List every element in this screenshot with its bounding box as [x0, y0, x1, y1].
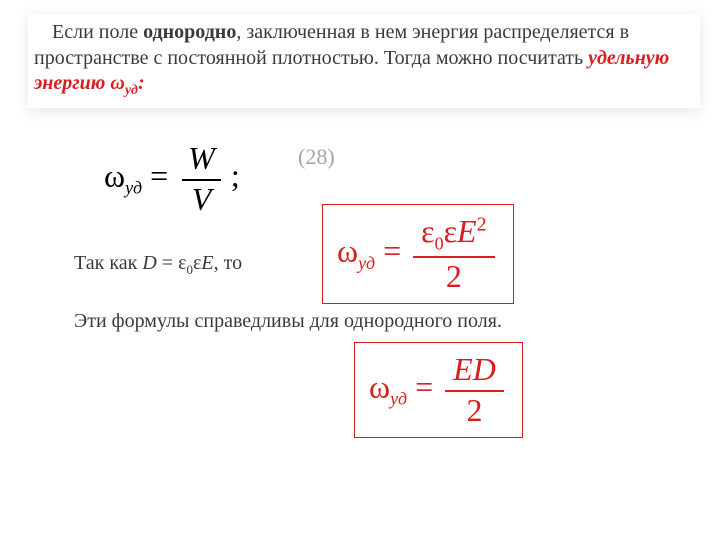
boxed-formula-1: ωуд = ε0εE22 [322, 204, 514, 304]
intro-red-tail: : [138, 72, 145, 94]
box1-den: 2 [413, 258, 494, 295]
box1-sub: уд [358, 253, 375, 273]
box1-eq: = [375, 233, 409, 269]
box1-fraction: ε0εE22 [413, 213, 494, 295]
box1-eps2: ε [444, 213, 457, 249]
box2-sub: уд [390, 389, 407, 409]
equation-number: (28) [298, 144, 335, 170]
eq28-num: W [182, 140, 221, 181]
tak-pre: Так как [74, 252, 142, 274]
eq28-fraction: WV [182, 140, 221, 218]
eq28-den: V [182, 181, 221, 218]
box1-num: ε0εE2 [413, 213, 494, 258]
equation-28: ωуд = WV; [104, 140, 240, 218]
box2-E: E [453, 351, 473, 387]
tak-E: E [201, 252, 213, 274]
intro-bold: однородно [143, 21, 236, 43]
intro-paragraph: Если поле однородно, заключенная в нем э… [28, 14, 700, 108]
line-since: Так как D = ε0εE, то [74, 252, 242, 278]
box1-zero: 0 [435, 233, 444, 253]
intro-pre: Если поле [52, 21, 143, 43]
box2-num: ED [445, 351, 504, 392]
eq28-sub: уд [125, 178, 142, 198]
tak-tail: , то [214, 252, 242, 274]
eq28-equals: = [142, 157, 176, 193]
box1-eps: ε [421, 213, 434, 249]
eq28-semicolon: ; [231, 157, 240, 193]
slide: Если поле однородно, заключенная в нем э… [0, 0, 720, 540]
boxed-formula-2: ωуд = ED2 [354, 342, 523, 438]
box1-omega: ω [337, 233, 358, 269]
intro-red-sub: уд [125, 83, 138, 98]
line-validity: Эти формулы справедливы для однородного … [74, 310, 502, 333]
box2-eq: = [407, 368, 441, 404]
box1-E: E [457, 213, 477, 249]
box2-den: 2 [445, 392, 504, 429]
box1-sup: 2 [477, 213, 487, 235]
box2-D: D [473, 351, 496, 387]
tak-eq: = [157, 252, 178, 274]
eq28-omega: ω [104, 157, 125, 193]
tak-D: D [142, 252, 156, 274]
box2-fraction: ED2 [445, 351, 504, 429]
box2-omega: ω [369, 368, 390, 404]
